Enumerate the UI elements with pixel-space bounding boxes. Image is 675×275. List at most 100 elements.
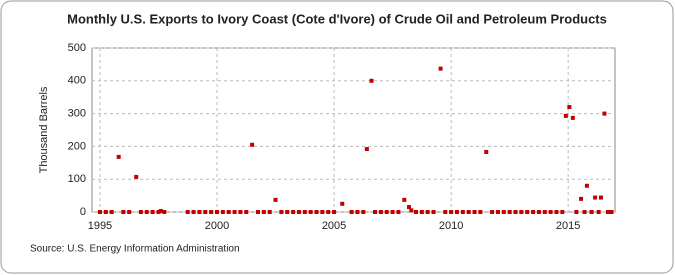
data-point bbox=[326, 210, 331, 214]
data-point bbox=[454, 210, 459, 214]
data-point bbox=[602, 111, 607, 116]
data-point bbox=[567, 105, 572, 110]
data-point bbox=[542, 210, 547, 214]
data-point bbox=[144, 210, 149, 214]
data-point bbox=[232, 210, 237, 214]
data-point bbox=[162, 210, 167, 214]
data-point bbox=[279, 210, 284, 214]
data-point bbox=[563, 113, 568, 118]
data-point bbox=[250, 142, 255, 147]
data-point bbox=[296, 210, 301, 214]
data-point bbox=[443, 210, 448, 214]
data-point bbox=[495, 210, 500, 214]
data-point bbox=[431, 210, 436, 214]
data-point bbox=[197, 210, 202, 214]
data-point bbox=[490, 210, 495, 214]
data-point bbox=[332, 210, 337, 214]
data-point bbox=[209, 210, 214, 214]
data-point bbox=[378, 210, 383, 214]
data-point bbox=[97, 210, 102, 214]
data-point bbox=[220, 210, 225, 214]
data-point bbox=[531, 210, 536, 214]
data-point bbox=[158, 209, 163, 214]
data-point bbox=[596, 210, 601, 214]
data-point bbox=[501, 210, 506, 214]
data-point bbox=[138, 210, 143, 214]
data-point bbox=[609, 210, 614, 214]
data-point bbox=[478, 210, 483, 214]
data-point bbox=[419, 210, 424, 214]
x-tick-label: 1995 bbox=[88, 220, 112, 232]
data-point bbox=[261, 210, 266, 214]
data-point bbox=[103, 210, 108, 214]
data-point bbox=[273, 197, 278, 202]
data-point bbox=[570, 115, 575, 120]
data-point bbox=[156, 210, 161, 214]
data-point bbox=[150, 210, 155, 214]
data-point bbox=[320, 210, 325, 214]
data-point bbox=[127, 210, 132, 214]
data-point bbox=[605, 210, 610, 214]
y-tick-label: 300 bbox=[68, 108, 86, 120]
data-point bbox=[308, 210, 313, 214]
data-point bbox=[466, 210, 471, 214]
data-point bbox=[134, 174, 139, 179]
data-point bbox=[255, 210, 260, 214]
data-point bbox=[355, 210, 360, 214]
data-point bbox=[406, 205, 411, 210]
data-point bbox=[384, 210, 389, 214]
data-point bbox=[291, 210, 296, 214]
x-tick-label: 2015 bbox=[556, 220, 580, 232]
data-point bbox=[525, 210, 530, 214]
data-point bbox=[598, 195, 603, 200]
data-point bbox=[460, 210, 465, 214]
data-point bbox=[340, 201, 345, 206]
y-tick-label: 500 bbox=[68, 42, 86, 54]
data-point bbox=[215, 210, 220, 214]
data-point bbox=[560, 210, 565, 214]
data-point bbox=[472, 210, 477, 214]
x-tick-label: 2000 bbox=[205, 220, 229, 232]
y-tick-label: 0 bbox=[80, 206, 86, 218]
data-point bbox=[396, 210, 401, 214]
data-point bbox=[402, 197, 407, 202]
data-point bbox=[414, 210, 419, 214]
data-point bbox=[361, 210, 366, 214]
y-axis-label: Thousand Barrels bbox=[38, 86, 50, 173]
data-point bbox=[449, 210, 454, 214]
data-point bbox=[390, 210, 395, 214]
data-point bbox=[267, 210, 272, 214]
data-point bbox=[349, 210, 354, 214]
data-point bbox=[584, 183, 589, 188]
data-point bbox=[226, 210, 231, 214]
data-point bbox=[238, 210, 243, 214]
data-point bbox=[484, 149, 489, 154]
data-point bbox=[285, 210, 290, 214]
y-tick-label: 100 bbox=[68, 173, 86, 185]
plot-area bbox=[91, 47, 616, 213]
data-point bbox=[554, 210, 559, 214]
data-point bbox=[519, 210, 524, 214]
data-point bbox=[302, 210, 307, 214]
data-point bbox=[373, 210, 378, 214]
y-tick-label: 400 bbox=[68, 75, 86, 87]
data-point bbox=[191, 210, 196, 214]
data-point bbox=[548, 210, 553, 214]
y-tick-label: 200 bbox=[68, 140, 86, 152]
data-point bbox=[203, 210, 208, 214]
data-point bbox=[185, 210, 190, 214]
x-tick-label: 2010 bbox=[439, 220, 463, 232]
chart-title: Monthly U.S. Exports to Ivory Coast (Cot… bbox=[67, 11, 607, 26]
data-point bbox=[579, 196, 584, 201]
data-point bbox=[513, 210, 518, 214]
data-point bbox=[244, 210, 249, 214]
data-point bbox=[409, 208, 414, 213]
data-point bbox=[438, 66, 443, 71]
data-point bbox=[574, 210, 579, 214]
x-tick-label: 2005 bbox=[322, 220, 346, 232]
data-point bbox=[369, 78, 374, 83]
data-point bbox=[109, 210, 114, 214]
data-point bbox=[507, 210, 512, 214]
